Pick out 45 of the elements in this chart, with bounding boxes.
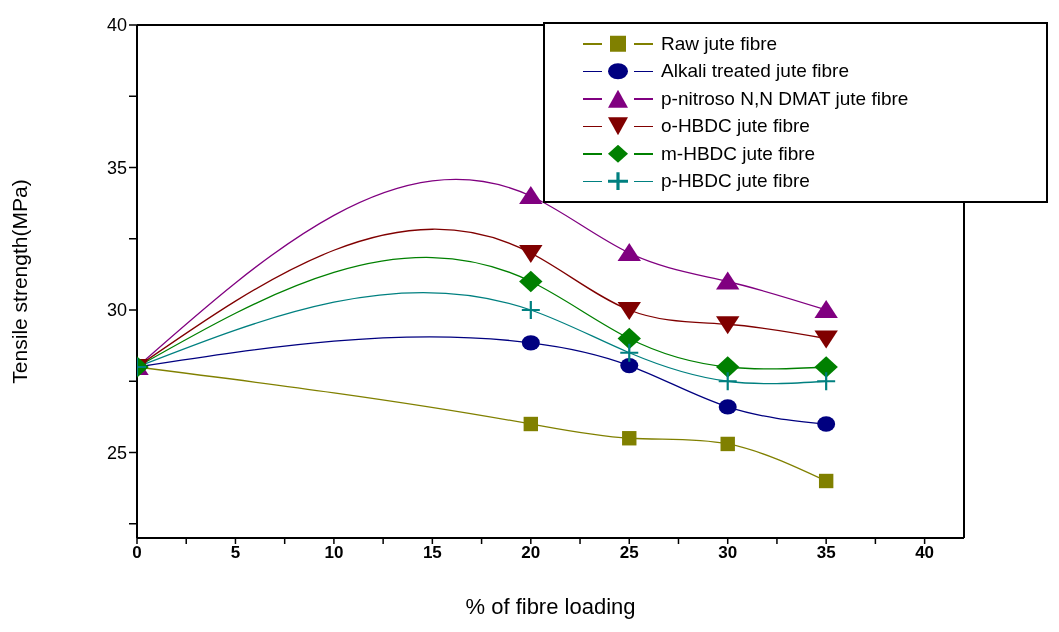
y-tick-label: 40	[106, 15, 127, 36]
point	[617, 243, 641, 262]
point	[818, 473, 834, 489]
point	[716, 356, 740, 378]
point	[523, 416, 539, 432]
point	[814, 300, 838, 319]
x-tick-label: 25	[619, 543, 639, 563]
y-tick-label: 35	[106, 157, 127, 178]
x-tick-label: 15	[422, 543, 442, 563]
point	[622, 431, 637, 446]
point	[620, 357, 639, 374]
point	[520, 299, 541, 321]
x-tick-label: 10	[324, 543, 344, 563]
x-tick-label: 35	[816, 543, 836, 563]
y-tick-label: 30	[106, 300, 127, 321]
point	[814, 330, 838, 349]
legend-label: p-nitroso N,N DMAT jute fibre	[661, 87, 909, 110]
x-axis-title: % of fibre loading	[465, 594, 636, 619]
x-tick-label: 20	[521, 543, 541, 563]
point	[720, 436, 735, 452]
point	[519, 186, 543, 205]
legend-label: Raw jute fibre	[661, 32, 778, 55]
point	[718, 399, 737, 415]
legend-label: o-HBDC jute fibre	[661, 115, 810, 138]
y-tick-label: 25	[106, 442, 127, 463]
y-axis-title: Tensile strength(MPa)	[8, 179, 32, 384]
x-tick-label: 40	[915, 543, 935, 563]
point	[816, 371, 837, 392]
point	[519, 244, 543, 263]
point	[716, 271, 740, 290]
legend-label: Alkali treated jute fibre	[661, 60, 849, 83]
legend-label: p-HBDC jute fibre	[661, 170, 810, 193]
legend-label: m-HBDC jute fibre	[661, 142, 816, 165]
point	[519, 270, 543, 293]
point	[617, 327, 641, 350]
point	[716, 316, 740, 335]
point	[617, 301, 641, 320]
x-tick-label: 30	[718, 543, 738, 563]
x-tick-label: 0	[132, 543, 142, 563]
x-tick-label: 5	[230, 543, 241, 563]
point	[619, 342, 640, 363]
point	[814, 356, 838, 378]
point	[521, 335, 540, 351]
point	[817, 416, 836, 432]
point	[717, 371, 738, 392]
